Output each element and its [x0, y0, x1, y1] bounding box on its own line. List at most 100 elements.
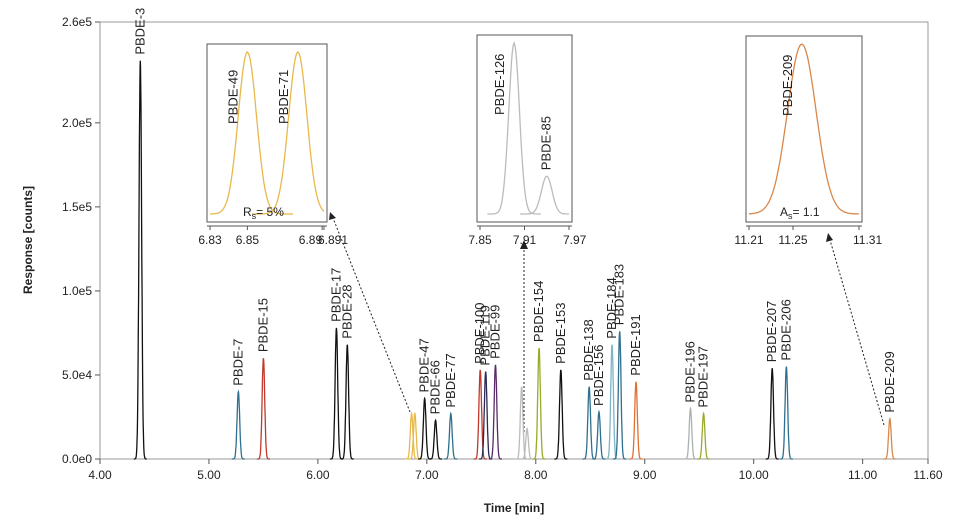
peak-label: PBDE-3 — [132, 8, 147, 55]
peak-trace — [532, 347, 546, 460]
inset: PBDE-126 PBDE-85 7.85 7.91 7.97 — [468, 34, 587, 247]
peak-label: PBDE-184 — [604, 277, 619, 338]
x-tick-label: 6.00 — [306, 468, 330, 482]
annotation-subscript: s — [252, 211, 257, 221]
peak-label: PBDE-66 — [428, 360, 443, 414]
peak-label: PBDE-119 — [478, 305, 493, 365]
inset-peak-trace — [520, 175, 569, 215]
annotation-text: = 5% — [256, 205, 284, 219]
inset-annotation: As= 1.1 — [780, 205, 820, 221]
annotation-subscript: s — [788, 211, 793, 221]
inset-x-tick-label: 6.89 — [299, 233, 323, 247]
y-tick-label: 1.0e5 — [62, 284, 92, 298]
peak-trace — [684, 406, 697, 460]
peak-label: PBDE-154 — [531, 281, 546, 342]
annotation-text: = 1.1 — [793, 205, 820, 219]
peak-label: PBDE-153 — [553, 302, 568, 363]
peak-label: PBDE-28 — [339, 285, 354, 339]
y-tick-label: 2.6e5 — [62, 15, 92, 29]
x-tick-label: 11.60 — [913, 468, 942, 482]
peak-label: PBDE-99 — [487, 305, 502, 359]
peak-trace — [488, 364, 502, 460]
y-tick-label: 2.0e5 — [62, 116, 92, 130]
peak-label: PBDE-7 — [230, 339, 245, 386]
inset-peak-label: PBDE-126 — [492, 54, 507, 115]
inset-x-tick-label: 7.91 — [513, 233, 537, 247]
y-axis-title: Response [counts] — [21, 186, 35, 294]
inset-frame — [206, 43, 328, 223]
inset-peak-label: PBDE-85 — [539, 116, 554, 170]
peak-trace — [629, 381, 643, 460]
peak-trace — [605, 344, 619, 460]
peak-trace — [256, 358, 270, 460]
peak-trace — [697, 411, 711, 460]
peak-trace — [515, 386, 529, 460]
peak-trace — [520, 426, 534, 460]
inset-peak-label: PBDE-209 — [780, 55, 795, 116]
peak-label: PBDE-197 — [696, 346, 711, 407]
arrow-heads — [329, 212, 833, 249]
inset-frame — [745, 35, 863, 223]
inset-annotation: Rs= 5% — [243, 205, 284, 221]
inset-peak-trace — [209, 50, 293, 215]
inset-x-tick-label: 7.85 — [468, 233, 492, 247]
inset-x-tick-label: 7.97 — [563, 233, 587, 247]
y-tick-label: 1.5e5 — [62, 200, 92, 214]
peak-trace — [473, 369, 487, 460]
peak-trace — [340, 344, 354, 460]
inset-x-tick-label: 6.85 — [236, 233, 260, 247]
annotation-symbol: A — [780, 205, 788, 219]
plot-frame — [99, 21, 929, 460]
x-tick-label: 8.00 — [524, 468, 548, 482]
peak-trace — [444, 411, 458, 460]
peak-label: PBDE-15 — [255, 298, 270, 352]
peak-label: PBDE-156 — [591, 345, 606, 406]
peak-trace — [613, 331, 627, 460]
x-tick-label: 4.00 — [88, 468, 112, 482]
callout-arrows — [332, 217, 885, 432]
peak-trace — [883, 416, 897, 460]
callout-arrow — [332, 217, 411, 413]
peak-trace — [554, 369, 568, 460]
peak-label: PBDE-17 — [328, 268, 343, 322]
peak-label: PBDE-206 — [778, 299, 793, 360]
peak-label: PBDE-100 — [472, 302, 487, 363]
peak-label: PBDE-207 — [764, 301, 779, 362]
inset-x-tick-label: 11.25 — [778, 233, 807, 247]
peak-label: PBDE-191 — [628, 314, 643, 375]
inset: PBDE-49 PBDE-71 6.83 6.85 6.896.891 Rs= 5% — [198, 43, 348, 247]
peak-trace — [765, 368, 779, 460]
inset-x-tick-label: 11.31 — [853, 233, 882, 247]
callout-arrow — [829, 239, 885, 426]
peak-trace — [133, 60, 147, 460]
inset-peak-label: PBDE-71 — [276, 70, 291, 124]
peak-trace — [429, 418, 443, 460]
peak-label: PBDE-196 — [682, 341, 697, 402]
peak-trace — [779, 366, 793, 460]
x-axis-title: Time [min] — [484, 501, 544, 515]
arrow-head — [826, 233, 833, 242]
inset: PBDE-209 11.21 11.25 11.31 As= 1.1 — [734, 35, 882, 247]
x-tick-label: 10.00 — [739, 468, 769, 482]
y-tick-label: 5.0e4 — [62, 368, 92, 382]
inset-x-tick-label: 6.891 — [318, 233, 348, 247]
peak-label: PBDE-138 — [581, 319, 596, 380]
x-tick-label: 9.00 — [633, 468, 657, 482]
peak-trace — [405, 411, 419, 460]
peak-label: PBDE-47 — [417, 338, 432, 392]
peak-trace — [231, 389, 245, 460]
inset-x-tick-label: 6.83 — [198, 233, 222, 247]
peak-label: PBDE-77 — [443, 353, 458, 407]
x-tick-label: 11.00 — [848, 468, 877, 482]
peak-label: PBDE-209 — [882, 351, 897, 412]
peak-trace — [329, 327, 343, 460]
inset-peak-trace — [252, 51, 325, 215]
annotation-symbol: R — [243, 205, 252, 219]
x-tick-label: 5.00 — [197, 468, 221, 482]
peak-label: PBDE-183 — [612, 264, 627, 325]
inset-x-tick-label: 11.21 — [734, 233, 763, 247]
x-tick-label: 7.00 — [415, 468, 439, 482]
y-tick-label: 0.0e0 — [62, 452, 92, 466]
arrow-head — [329, 212, 336, 220]
